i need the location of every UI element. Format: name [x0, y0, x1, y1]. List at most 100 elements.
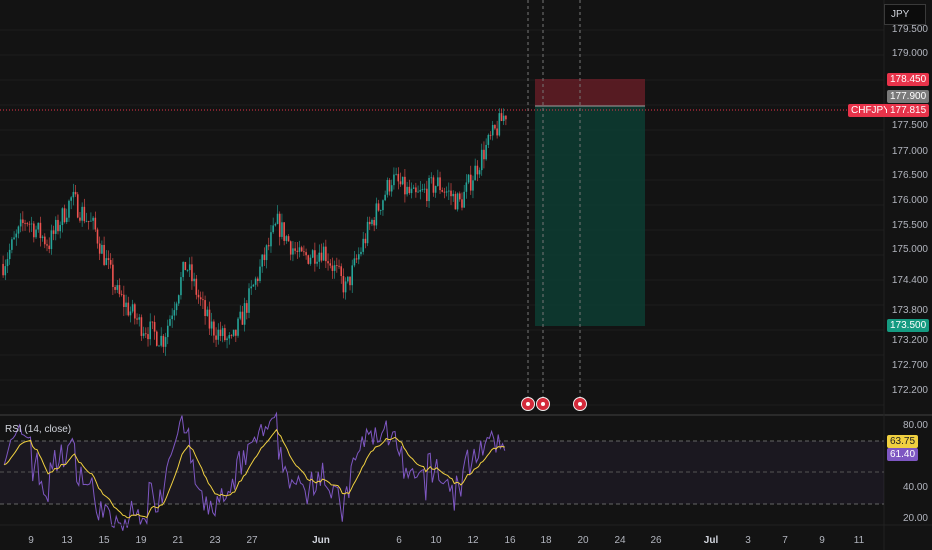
candle-body [123, 294, 125, 308]
candle-body [276, 213, 279, 224]
candle-body [76, 194, 79, 218]
rsi-title[interactable]: RSI (14, close) [5, 424, 72, 435]
candle-body [500, 113, 503, 122]
candle-body [114, 286, 116, 290]
time-label-month: Jun [312, 535, 330, 546]
candle-body [428, 177, 430, 202]
price-label: 173.800 [891, 305, 928, 316]
price-label: 177.000 [891, 146, 928, 157]
candle-body [6, 259, 9, 267]
time-label: 24 [614, 535, 626, 546]
entry-price-tag: 177.900 [887, 90, 930, 103]
candle-body [377, 203, 380, 211]
candle-body [175, 303, 178, 311]
candle-body [72, 191, 75, 198]
candle-body [292, 248, 294, 255]
candle-body [158, 345, 160, 347]
candle-body [15, 233, 18, 238]
candle-body [103, 244, 105, 265]
currency-selector[interactable]: JPY [884, 4, 926, 25]
time-label: 9 [819, 535, 825, 546]
candle-body [239, 311, 242, 319]
candle-body [215, 335, 217, 340]
candle-body [147, 334, 149, 340]
candle-body [364, 238, 367, 244]
earnings-event-icon[interactable] [521, 397, 535, 411]
rsi-axis-label: 40.00 [902, 482, 928, 493]
candle-body [237, 318, 239, 336]
candle-body [401, 176, 404, 185]
candle-body [74, 191, 77, 195]
candle-body [450, 190, 452, 197]
candle-body [83, 206, 86, 222]
candle-body [193, 278, 195, 282]
candle-body [386, 180, 389, 195]
time-label: 13 [61, 535, 73, 546]
earnings-event-icon[interactable] [536, 397, 550, 411]
candle-body [314, 250, 316, 264]
candle-body [329, 263, 332, 266]
candle-body [278, 213, 281, 237]
candle-body [410, 188, 413, 194]
candle-body [54, 219, 57, 234]
candle-body [109, 260, 112, 265]
candle-body [448, 190, 450, 192]
candle-body [463, 191, 465, 208]
candle-body [8, 249, 11, 260]
candle-body [44, 236, 46, 245]
candle-body [443, 191, 446, 193]
candle-body [166, 325, 169, 338]
candle-body [30, 223, 33, 225]
candle-body [188, 264, 191, 271]
candle-body [412, 187, 415, 189]
candle-body [281, 222, 283, 237]
candle-body [417, 191, 419, 193]
candle-body [68, 200, 70, 218]
candle-body [127, 302, 130, 316]
candle-body [2, 263, 4, 276]
candle-body [87, 220, 90, 222]
candle-body [441, 190, 444, 192]
candle-body [267, 245, 270, 247]
candle-body [344, 281, 347, 293]
earnings-event-icon[interactable] [573, 397, 587, 411]
candle-body [164, 337, 167, 347]
time-label: 10 [430, 535, 442, 546]
candle-body [22, 219, 24, 223]
candle-body [419, 189, 422, 192]
time-label: 23 [209, 535, 221, 546]
candle-body [94, 217, 97, 230]
candle-body [318, 252, 321, 262]
candle-body [505, 115, 507, 120]
time-label: 7 [782, 535, 788, 546]
candle-body [162, 335, 165, 347]
time-label: 15 [98, 535, 110, 546]
candle-body [360, 251, 362, 255]
take-profit-zone[interactable] [535, 106, 645, 326]
candle-body [177, 295, 180, 304]
candle-body [85, 220, 88, 222]
candle-body [331, 265, 334, 271]
candle-body [118, 285, 121, 295]
candle-body [452, 193, 455, 197]
candle-body [129, 311, 132, 316]
candle-body [461, 199, 463, 208]
candle-body [79, 217, 81, 221]
stop-loss-zone[interactable] [535, 79, 645, 106]
target-price-tag: 173.500 [887, 319, 930, 332]
candle-body [485, 144, 487, 160]
candle-body [379, 210, 382, 211]
candle-body [90, 220, 92, 222]
candle-body [182, 261, 184, 278]
candle-body [155, 331, 158, 346]
rsi-ma-value-tag: 61.40 [887, 448, 919, 461]
symbol-tag: CHFJPY [848, 104, 893, 117]
candle-body [145, 333, 147, 335]
candle-body [478, 170, 481, 175]
candle-body [390, 185, 393, 192]
candlestick-series [2, 108, 507, 356]
candle-body [243, 303, 246, 325]
candle-body [327, 261, 329, 264]
candle-body [52, 230, 55, 234]
